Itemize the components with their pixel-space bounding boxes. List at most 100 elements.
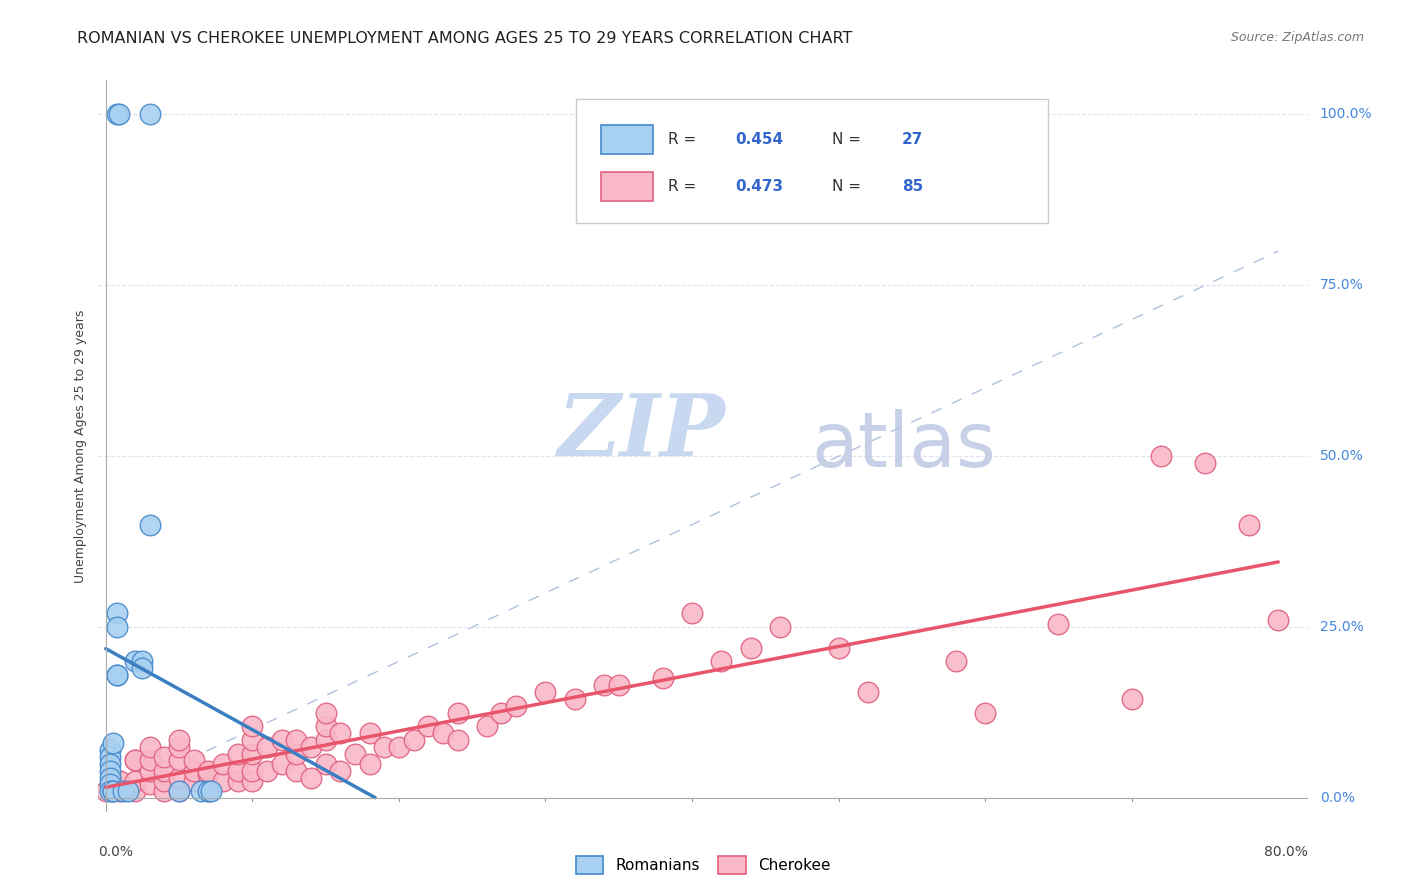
Point [153, 784, 176, 798]
Point [94, 784, 117, 798]
Point [974, 706, 997, 720]
Point [315, 733, 337, 747]
Point [607, 678, 630, 692]
Point [110, 784, 132, 798]
Point [329, 726, 352, 740]
FancyBboxPatch shape [576, 99, 1047, 223]
Point [212, 756, 235, 771]
Point [131, 661, 153, 675]
Point [167, 739, 190, 754]
Text: 0.473: 0.473 [735, 179, 783, 194]
Point [240, 764, 263, 778]
Text: 80.0%: 80.0% [1264, 845, 1308, 859]
Text: ZIP: ZIP [558, 390, 725, 473]
Point [124, 754, 146, 768]
Point [101, 784, 124, 798]
Legend: Romanians, Cherokee: Romanians, Cherokee [569, 850, 837, 880]
Point [315, 756, 337, 771]
Point [101, 784, 124, 798]
Point [1150, 449, 1173, 463]
Point [98, 756, 121, 771]
Point [315, 706, 337, 720]
Point [197, 764, 219, 778]
Point [226, 774, 249, 789]
Point [200, 784, 222, 798]
Point [138, 777, 160, 791]
Point [197, 784, 219, 798]
Point [138, 739, 160, 754]
Text: N =: N = [832, 179, 866, 194]
Point [98, 784, 121, 798]
Point [1267, 613, 1289, 627]
Point [329, 764, 352, 778]
Point [285, 733, 308, 747]
Point [945, 654, 967, 668]
Point [240, 719, 263, 733]
Point [491, 706, 513, 720]
Point [446, 706, 468, 720]
Point [710, 654, 733, 668]
Point [138, 764, 160, 778]
Point [117, 784, 139, 798]
Text: 0.454: 0.454 [735, 132, 783, 147]
Point [299, 739, 322, 754]
Point [98, 771, 121, 785]
Point [256, 764, 278, 778]
Point [138, 107, 160, 121]
Point [299, 771, 322, 785]
Point [167, 784, 190, 798]
Point [1194, 456, 1216, 470]
Point [256, 739, 278, 754]
Point [101, 736, 124, 750]
Point [190, 784, 212, 798]
Point [475, 719, 498, 733]
Text: 100.0%: 100.0% [1320, 107, 1372, 121]
Point [1237, 517, 1260, 532]
Point [138, 754, 160, 768]
Point [107, 668, 129, 682]
Point [131, 654, 153, 668]
Point [1121, 692, 1143, 706]
Text: 27: 27 [901, 132, 924, 147]
Text: atlas: atlas [811, 409, 997, 483]
Point [564, 692, 586, 706]
Point [1047, 616, 1070, 631]
Point [740, 640, 762, 655]
Point [197, 767, 219, 781]
Point [446, 733, 468, 747]
Point [98, 777, 121, 791]
Text: 25.0%: 25.0% [1320, 620, 1364, 634]
Point [183, 774, 205, 789]
Point [240, 774, 263, 789]
Point [505, 698, 527, 713]
Point [124, 754, 146, 768]
FancyBboxPatch shape [602, 126, 652, 154]
Point [101, 777, 124, 791]
Point [212, 774, 235, 789]
Text: R =: R = [668, 132, 702, 147]
Point [183, 764, 205, 778]
Point [153, 774, 176, 789]
Point [197, 784, 219, 798]
Point [112, 784, 135, 798]
Text: 0.0%: 0.0% [1320, 791, 1354, 805]
Point [167, 784, 190, 798]
Point [827, 640, 849, 655]
Point [167, 771, 190, 785]
Point [315, 719, 337, 733]
Point [418, 719, 440, 733]
Text: 75.0%: 75.0% [1320, 278, 1364, 293]
Point [681, 607, 703, 621]
Point [593, 678, 616, 692]
Point [285, 747, 308, 761]
Text: 85: 85 [901, 179, 922, 194]
Point [110, 774, 132, 789]
Point [226, 764, 249, 778]
Text: Source: ZipAtlas.com: Source: ZipAtlas.com [1230, 31, 1364, 45]
FancyBboxPatch shape [602, 172, 652, 201]
Point [98, 764, 121, 778]
Point [226, 747, 249, 761]
Point [167, 754, 190, 768]
Point [240, 747, 263, 761]
Text: R =: R = [668, 179, 702, 194]
